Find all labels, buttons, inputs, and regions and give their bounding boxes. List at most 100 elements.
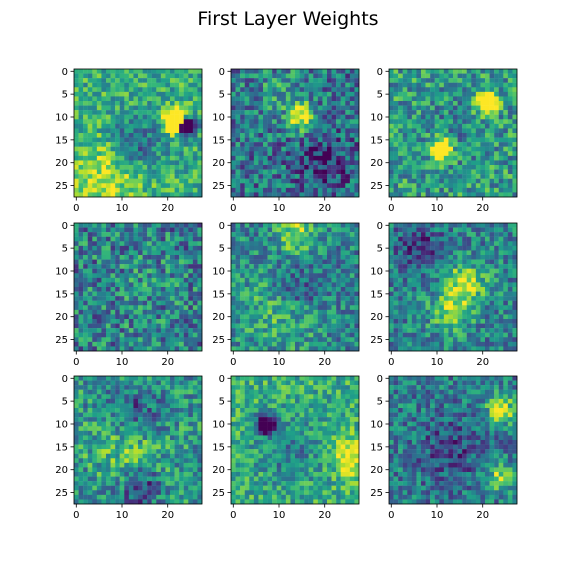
heatmap-cell: [430, 264, 435, 269]
heatmap-cell: [407, 236, 413, 242]
heatmap-cell: [421, 273, 426, 279]
heatmap-cell: [285, 309, 291, 315]
heatmap-cell: [340, 245, 346, 251]
heatmap-cell: [124, 96, 130, 102]
heatmap-cell: [336, 91, 341, 97]
heatmap-cell: [340, 146, 346, 152]
heatmap-cell: [354, 101, 360, 106]
heatmap-cell: [489, 91, 495, 97]
heatmap-cell: [345, 341, 351, 347]
heatmap-cell: [507, 178, 513, 184]
heatmap-cell: [96, 264, 102, 269]
heatmap-cell: [345, 178, 351, 184]
heatmap-cell: [393, 105, 399, 111]
heatmap-cell: [336, 160, 341, 166]
heatmap-cell: [142, 178, 148, 184]
heatmap-cell: [336, 133, 341, 138]
heatmap-cell: [142, 300, 148, 306]
heatmap-cell: [489, 146, 495, 152]
heatmap-cell: [317, 332, 323, 338]
heatmap-cell: [453, 96, 458, 102]
heatmap-cell: [453, 236, 458, 242]
heatmap-cell: [475, 241, 481, 247]
heatmap-cell: [83, 69, 88, 74]
heatmap-cell: [96, 96, 102, 102]
heatmap-cell: [197, 341, 203, 347]
heatmap-cell: [475, 296, 481, 301]
heatmap-cell: [331, 291, 337, 297]
heatmap-cell: [290, 250, 296, 256]
heatmap-cell: [299, 273, 305, 279]
heatmap-cell: [448, 232, 454, 237]
heatmap-cell: [480, 137, 486, 143]
heatmap-cell: [174, 319, 180, 324]
heatmap-cell: [272, 287, 277, 292]
heatmap-cell: [462, 128, 467, 134]
y-tick-label: 0: [377, 67, 383, 78]
heatmap-cell: [281, 165, 287, 170]
heatmap-cell: [503, 82, 509, 88]
heatmap-cell: [231, 255, 236, 260]
heatmap-cell: [272, 241, 277, 247]
heatmap-cell: [83, 300, 88, 306]
heatmap-cell: [74, 165, 79, 170]
heatmap-cell: [138, 137, 143, 143]
heatmap-cell: [147, 332, 152, 338]
heatmap-cell: [128, 309, 134, 315]
heatmap-cell: [498, 264, 504, 269]
heatmap-cell: [457, 178, 463, 184]
heatmap-cell: [83, 376, 88, 381]
heatmap-cell: [448, 151, 454, 157]
heatmap-cell: [331, 323, 337, 329]
heatmap-cell: [349, 151, 355, 157]
heatmap-cell: [87, 332, 93, 338]
heatmap-cell: [336, 155, 341, 161]
heatmap-cell: [340, 223, 346, 228]
heatmap-cell: [411, 341, 417, 347]
heatmap-cell: [96, 174, 102, 179]
heatmap-cell: [349, 155, 355, 161]
heatmap-cell: [92, 155, 98, 161]
heatmap-cell: [489, 78, 495, 83]
heatmap-cell: [174, 101, 180, 106]
heatmap-cell: [119, 178, 125, 184]
heatmap-cell: [327, 241, 332, 247]
heatmap-cell: [147, 287, 152, 292]
heatmap-cell: [197, 119, 203, 125]
heatmap-cell: [439, 323, 445, 329]
heatmap-cell: [170, 259, 175, 265]
heatmap-cell: [336, 187, 341, 193]
heatmap-cell: [244, 268, 250, 274]
heatmap-cell: [160, 146, 166, 152]
heatmap-cell: [434, 236, 440, 242]
heatmap-cell: [448, 332, 454, 338]
heatmap-cell: [119, 169, 125, 175]
heatmap-cell: [389, 155, 394, 161]
heatmap-cell: [133, 96, 139, 102]
heatmap-cell: [272, 245, 277, 251]
heatmap-cell: [197, 151, 203, 157]
heatmap-cell: [78, 232, 84, 237]
heatmap-cell: [106, 232, 111, 237]
heatmap-cell: [258, 174, 264, 179]
heatmap-cell: [101, 337, 107, 343]
heatmap-cell: [281, 287, 287, 292]
heatmap-cell: [78, 142, 84, 147]
heatmap-cell: [124, 227, 130, 233]
heatmap-cell: [87, 227, 93, 233]
heatmap-cell: [322, 96, 328, 102]
heatmap-cell: [244, 296, 250, 301]
heatmap-cell: [507, 155, 513, 161]
heatmap-cell: [389, 245, 394, 251]
heatmap-cell: [317, 259, 323, 265]
heatmap-cell: [475, 119, 481, 125]
heatmap-cell: [398, 337, 403, 343]
heatmap-cell: [398, 232, 403, 237]
heatmap-cell: [416, 82, 422, 88]
heatmap-cell: [402, 165, 408, 170]
heatmap-cell: [110, 300, 116, 306]
heatmap-cell: [240, 319, 245, 324]
heatmap-cell: [188, 264, 194, 269]
heatmap-cell: [507, 187, 513, 193]
heatmap-cell: [128, 133, 134, 138]
